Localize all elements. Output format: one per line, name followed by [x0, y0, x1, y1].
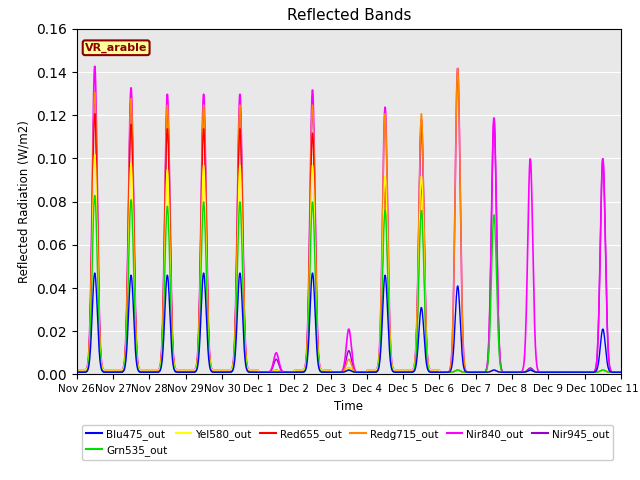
Y-axis label: Reflected Radiation (W/m2): Reflected Radiation (W/m2)	[18, 120, 31, 283]
Legend: Blu475_out, Grn535_out, Yel580_out, Red655_out, Redg715_out, Nir840_out, Nir945_: Blu475_out, Grn535_out, Yel580_out, Red6…	[82, 424, 613, 460]
Title: Reflected Bands: Reflected Bands	[287, 9, 411, 24]
Text: VR_arable: VR_arable	[85, 43, 147, 53]
X-axis label: Time: Time	[334, 400, 364, 413]
